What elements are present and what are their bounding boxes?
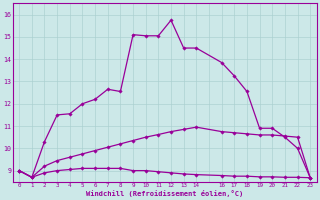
X-axis label: Windchill (Refroidissement éolien,°C): Windchill (Refroidissement éolien,°C) (86, 190, 243, 197)
